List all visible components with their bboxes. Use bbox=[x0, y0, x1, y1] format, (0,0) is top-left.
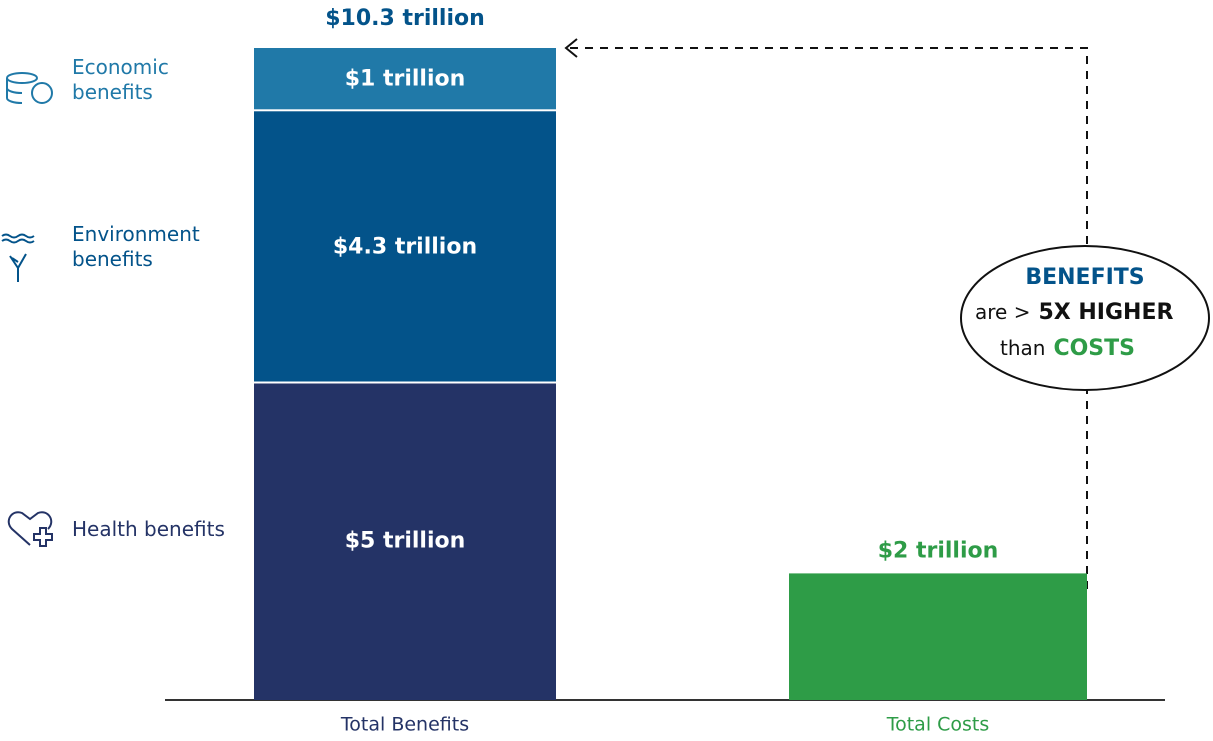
callout-text: COSTS bbox=[1053, 336, 1135, 361]
arrow-head bbox=[564, 38, 578, 58]
x-tick-label: Total Benefits bbox=[340, 714, 469, 736]
value-label: $1 trillion bbox=[345, 67, 466, 92]
value-label: $4.3 trillion bbox=[333, 234, 477, 259]
bar-segment bbox=[789, 573, 1087, 700]
total-label: $10.3 trillion bbox=[325, 6, 485, 31]
callout bbox=[960, 245, 1210, 391]
economic-icon bbox=[6, 72, 53, 104]
bar-segment bbox=[254, 111, 556, 382]
legend-label: Health benefits bbox=[72, 516, 225, 541]
callout-text: are > 5X HIGHER bbox=[975, 300, 1173, 326]
health-icon bbox=[7, 511, 53, 547]
callout-text: are > bbox=[975, 300, 1030, 324]
icons bbox=[1, 72, 53, 547]
arrow bbox=[568, 47, 1088, 589]
bar-segment bbox=[254, 383, 556, 700]
environment-icon bbox=[1, 233, 35, 282]
value-label: $5 trillion bbox=[345, 529, 466, 554]
callout-text: 5X HIGHER bbox=[1038, 300, 1173, 325]
value-label: $2 trillion bbox=[878, 538, 999, 563]
legend-label: Economic benefits bbox=[72, 54, 169, 104]
callout-text: than COSTS bbox=[1000, 336, 1135, 362]
x-tick-label: Total Costs bbox=[886, 714, 990, 736]
legend-label: Environment benefits bbox=[72, 222, 200, 272]
bar-segment bbox=[254, 48, 556, 110]
callout-text: than bbox=[1000, 336, 1045, 360]
callout-text: BENEFITS bbox=[1025, 265, 1144, 290]
